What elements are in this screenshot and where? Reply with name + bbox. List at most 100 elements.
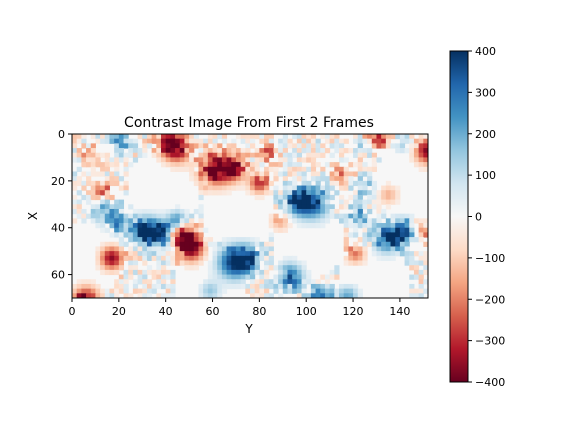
heatmap-cell <box>137 148 143 154</box>
heatmap-cell <box>273 166 279 172</box>
heatmap-cell <box>151 283 157 290</box>
heatmap-cell <box>132 251 139 257</box>
heatmap-cell <box>179 241 185 247</box>
heatmap-cell <box>109 241 115 247</box>
heatmap-cell <box>282 223 288 229</box>
heatmap-cell <box>104 269 110 276</box>
heatmap-cell <box>184 143 190 149</box>
heatmap-cell <box>423 138 428 144</box>
heatmap-cell <box>114 293 120 298</box>
heatmap-cell <box>273 162 279 168</box>
heatmap-cell <box>362 218 368 224</box>
heatmap-cell <box>104 157 110 163</box>
heatmap-cell <box>114 199 120 205</box>
heatmap-cell <box>212 171 218 177</box>
heatmap-cell <box>245 298 250 303</box>
heatmap-cell <box>301 176 307 182</box>
heatmap-cell <box>301 194 307 201</box>
heatmap-cell <box>100 171 106 177</box>
heatmap-cell <box>100 251 106 257</box>
plot-frame <box>71 133 429 299</box>
heatmap-cell <box>296 223 303 229</box>
heatmap-cell <box>137 134 143 140</box>
heatmap-cell <box>245 176 251 182</box>
heatmap-cell <box>151 269 157 276</box>
heatmap-cell <box>278 194 284 201</box>
heatmap-cell <box>334 148 340 154</box>
heatmap-cell <box>151 134 157 140</box>
heatmap-cell <box>128 138 134 144</box>
heatmap-cell <box>292 255 298 262</box>
heatmap-cell <box>278 260 284 266</box>
heatmap-cell <box>315 148 321 154</box>
heatmap-cell <box>109 251 115 257</box>
heatmap-cell <box>357 213 363 219</box>
heatmap-cell <box>226 190 232 196</box>
heatmap-cell <box>301 190 307 196</box>
heatmap-cell <box>310 223 317 229</box>
heatmap-cell <box>381 134 387 140</box>
heatmap-cell <box>418 134 424 140</box>
heatmap-cell <box>207 288 214 294</box>
heatmap-cell <box>170 213 176 219</box>
heatmap-cell <box>161 232 167 238</box>
heatmap-cell <box>231 251 237 257</box>
heatmap-cell <box>264 269 270 276</box>
heatmap-cell <box>179 138 185 144</box>
heatmap-cell <box>418 218 424 224</box>
heatmap-cell <box>264 293 270 298</box>
heatmap-cell <box>259 255 265 262</box>
heatmap-cell <box>381 208 387 215</box>
heatmap-cell <box>90 283 96 290</box>
heatmap-cell <box>193 176 199 182</box>
heatmap-cell <box>339 171 345 177</box>
heatmap-cell <box>118 265 125 271</box>
heatmap-cell <box>240 138 246 144</box>
heatmap-cell <box>156 138 162 144</box>
heatmap-cell <box>118 255 125 262</box>
heatmap-cell <box>385 143 392 149</box>
heatmap-cell <box>339 138 345 144</box>
heatmap-cell <box>203 171 209 177</box>
heatmap-cell <box>409 232 415 238</box>
heatmap-cell <box>348 176 354 182</box>
heatmap-cell <box>76 152 82 158</box>
heatmap-cell <box>118 176 125 182</box>
heatmap-cell <box>179 255 185 262</box>
heatmap-cell <box>212 265 218 271</box>
heatmap-cell <box>235 279 242 285</box>
heatmap-cell <box>418 260 424 266</box>
heatmap-cell <box>418 223 424 229</box>
heatmap-cell <box>310 171 317 177</box>
heatmap-cell <box>282 162 288 168</box>
heatmap-cell <box>245 283 251 290</box>
heatmap-cell <box>278 279 284 285</box>
heatmap-cell <box>184 265 190 271</box>
heatmap-cell <box>217 241 223 247</box>
heatmap-cell <box>301 283 307 290</box>
heatmap-cell <box>423 298 428 303</box>
heatmap-cell <box>95 171 101 177</box>
heatmap-cell <box>165 274 171 280</box>
heatmap-cell <box>90 134 96 140</box>
heatmap-cell <box>175 162 181 168</box>
heatmap-cell <box>170 148 176 154</box>
heatmap-cell <box>100 269 106 276</box>
heatmap-cell <box>395 218 401 224</box>
heatmap-cell <box>310 283 317 290</box>
heatmap-cell <box>81 134 87 140</box>
heatmap-cell <box>357 204 363 210</box>
heatmap-cell <box>114 227 120 233</box>
heatmap-cell <box>301 134 307 140</box>
heatmap-cell <box>235 251 242 257</box>
heatmap-cell <box>287 223 293 229</box>
heatmap-cell <box>132 218 139 224</box>
heatmap-cell <box>395 223 401 229</box>
heatmap-cell <box>259 298 264 303</box>
heatmap-cell <box>334 190 340 196</box>
heatmap-cell <box>132 138 139 144</box>
heatmap-cell <box>151 152 157 158</box>
heatmap-cell <box>371 199 377 205</box>
heatmap-cell <box>72 293 78 298</box>
heatmap-cell <box>390 218 396 224</box>
